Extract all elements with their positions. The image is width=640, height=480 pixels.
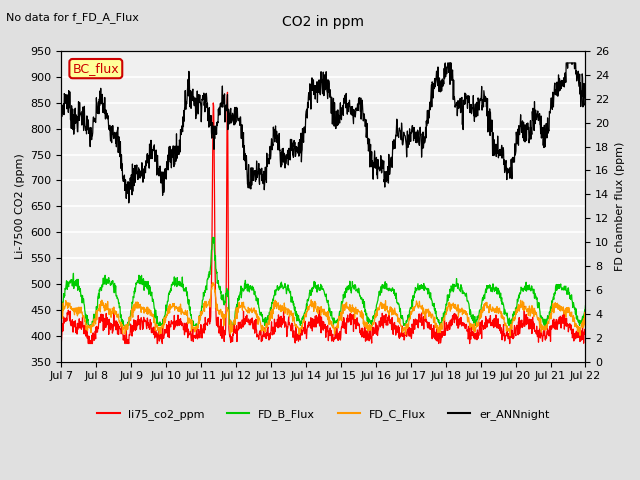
Y-axis label: FD chamber flux (ppm): FD chamber flux (ppm) xyxy=(615,142,625,271)
Title: CO2 in ppm: CO2 in ppm xyxy=(282,15,364,29)
Y-axis label: Li-7500 CO2 (ppm): Li-7500 CO2 (ppm) xyxy=(15,154,25,259)
Text: BC_flux: BC_flux xyxy=(72,62,119,75)
Legend: li75_co2_ppm, FD_B_Flux, FD_C_Flux, er_ANNnight: li75_co2_ppm, FD_B_Flux, FD_C_Flux, er_A… xyxy=(93,405,554,424)
Text: No data for f_FD_A_Flux: No data for f_FD_A_Flux xyxy=(6,12,140,23)
